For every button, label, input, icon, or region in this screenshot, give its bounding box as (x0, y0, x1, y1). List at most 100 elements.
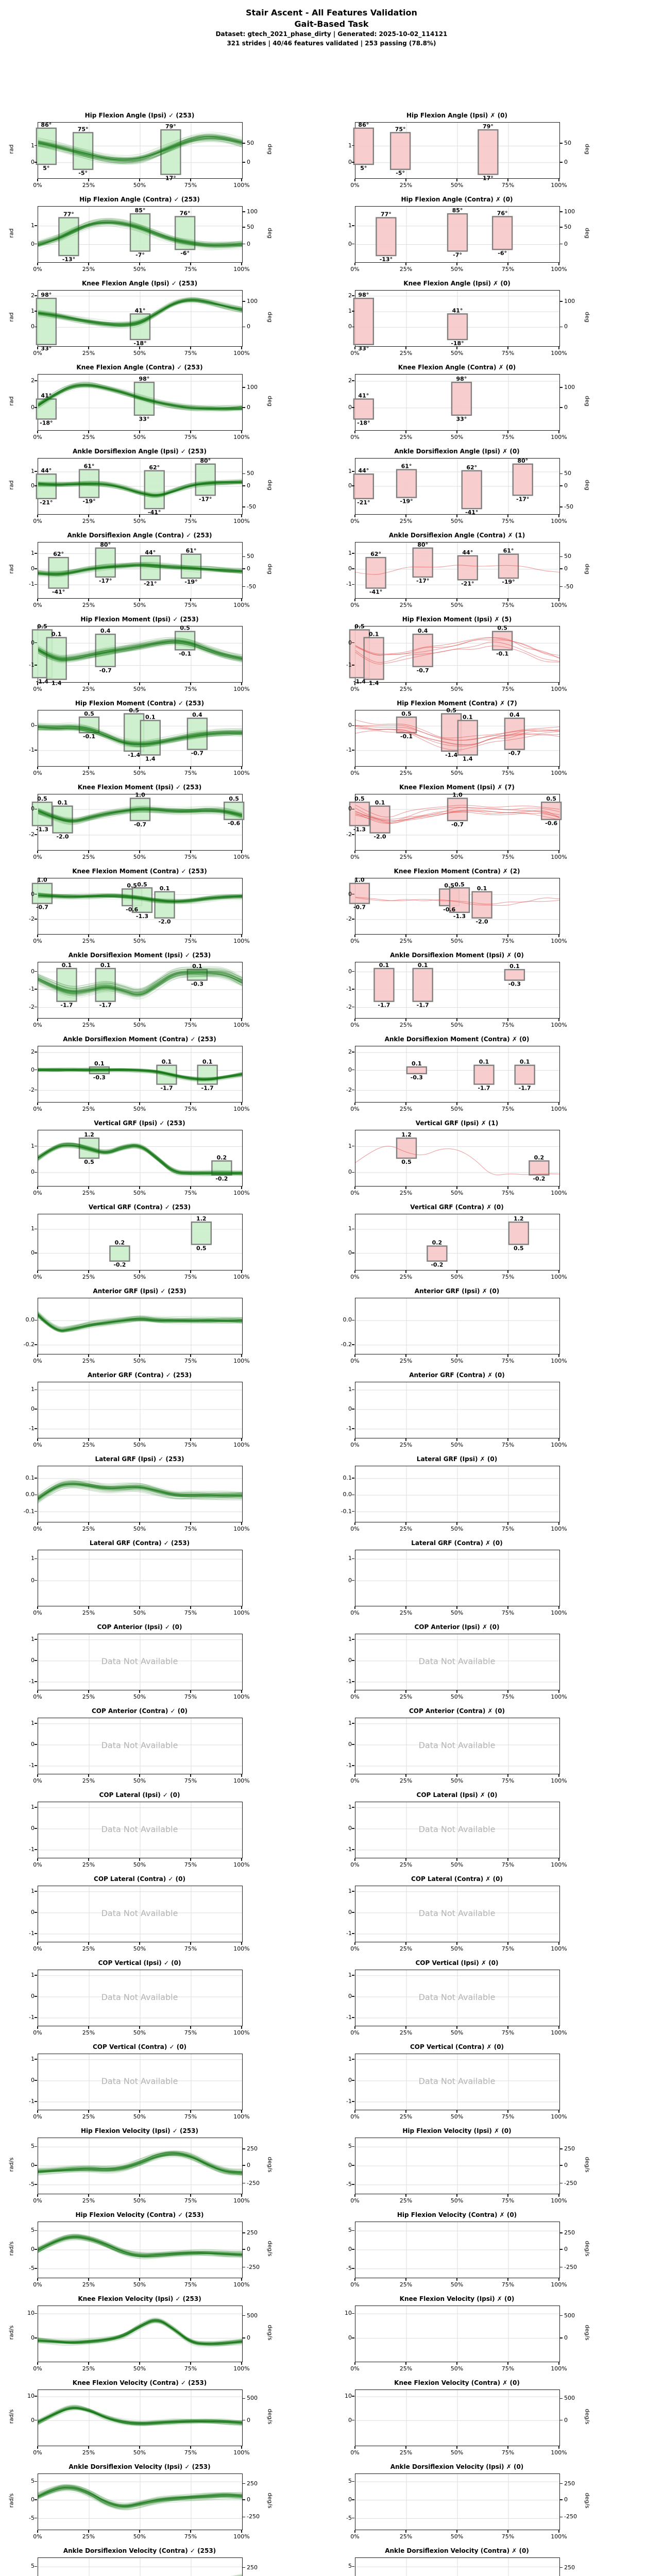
x-tick-mark (190, 1858, 191, 1861)
y-tick-mark (352, 809, 354, 810)
y-tick-mark (352, 1681, 354, 1682)
x-tick-mark (558, 263, 559, 265)
y-tick-label-right: 0 (247, 241, 269, 247)
x-tick-mark (139, 599, 140, 601)
svg-text:-0.7: -0.7 (191, 750, 203, 757)
y-tick-mark-right (560, 2337, 563, 2338)
y-tick-label: 5 (333, 2143, 352, 2149)
chart-cell-fail: Ankle Dorsiflexion Angle (Ipsi) ✗ (0) 44°… (331, 445, 663, 529)
plot-area (38, 1298, 243, 1354)
chart-cell-pass: Hip Flexion Moment (Contra) ✓ (253) 0.5 -0… (0, 697, 331, 781)
y-tick-mark (35, 1765, 37, 1766)
y-tick-mark-right (560, 227, 563, 228)
x-tick-mark (37, 263, 38, 265)
chart-title: Knee Flexion Angle (Ipsi) ✗ (0) (355, 280, 559, 287)
x-tick-mark (558, 1103, 559, 1105)
svg-text:0.1: 0.1 (369, 631, 379, 638)
x-tick-mark (507, 1942, 508, 1945)
plot-area (38, 2138, 243, 2194)
x-tick-mark (241, 263, 242, 265)
svg-text:-17°: -17° (516, 496, 529, 502)
report-header: Stair Ascent - All Features Validation G… (0, 0, 663, 48)
chart-cell-fail: COP Lateral (Contra) ✗ (0) Data Not Avail… (331, 1872, 663, 1956)
svg-text:1.2: 1.2 (84, 1131, 94, 1138)
x-tick-mark (405, 2110, 406, 2113)
chart-cell-pass: Ankle Dorsiflexion Angle (Contra) ✓ (253… (0, 529, 331, 613)
x-tick-mark (37, 2362, 38, 2365)
x-tick-mark (88, 1690, 89, 1693)
x-tick-mark (88, 683, 89, 685)
y-tick-label-right: 0 (564, 2334, 587, 2341)
x-tick-label: 75% (179, 350, 202, 357)
x-tick-label: 100% (230, 938, 253, 944)
x-tick-label: 50% (446, 1526, 468, 1532)
svg-text:77°: 77° (63, 211, 74, 218)
chart-row: Knee Flexion Moment (Ipsi) ✓ (253) 0.5 -1.… (0, 781, 663, 865)
x-tick-label: 50% (128, 1945, 151, 1952)
x-tick-mark (558, 1942, 559, 1945)
y-axis-unit-label-right: deg/s (267, 2408, 274, 2426)
svg-text:41°: 41° (41, 393, 52, 399)
x-tick-mark (507, 2530, 508, 2533)
y-tick-label: 10 (333, 2310, 352, 2316)
x-tick-mark (88, 1438, 89, 1441)
svg-text:-18°: -18° (451, 340, 464, 347)
x-tick-mark (190, 2446, 191, 2449)
y-tick-mark (352, 553, 354, 554)
y-tick-mark (35, 471, 37, 472)
y-tick-mark (35, 2059, 37, 2060)
x-tick-mark (456, 1354, 457, 1357)
x-tick-mark (354, 1438, 355, 1441)
x-tick-mark (558, 1270, 559, 1273)
x-tick-label: 0% (344, 1861, 366, 1868)
y-tick-label-right: 0 (247, 404, 269, 411)
x-tick-label: 0% (26, 1777, 49, 1784)
x-tick-label: 25% (77, 2533, 100, 2540)
x-tick-label: 25% (77, 1442, 100, 1448)
plot-area: 77° -13° 85° -7° 76° -6° (355, 206, 560, 263)
y-tick-mark-right (560, 2567, 563, 2568)
x-tick-mark (507, 2026, 508, 2029)
chart-title: Ankle Dorsiflexion Moment (Ipsi) ✗ (0) (355, 952, 559, 959)
plot-area (355, 1298, 560, 1354)
x-tick-mark (241, 1270, 242, 1273)
chart-cell-pass: Lateral GRF (Ipsi) ✓ (253) 0.1 0.0 -0.1 0% 25… (0, 1452, 331, 1536)
y-tick-mark (352, 162, 354, 163)
x-tick-label: 25% (77, 2281, 100, 2288)
y-tick-label: -5 (333, 2515, 352, 2521)
y-tick-label: 1 (333, 550, 352, 556)
x-tick-mark (507, 2362, 508, 2365)
x-tick-mark (405, 1270, 406, 1273)
chart-cell-fail: Hip Flexion Angle (Ipsi) ✗ (0) 86° 5° 75° -5… (331, 109, 663, 193)
x-tick-label: 100% (548, 602, 570, 608)
x-tick-label: 0% (344, 266, 366, 273)
svg-text:0.5: 0.5 (546, 795, 556, 802)
y-tick-mark (352, 2420, 354, 2421)
y-tick-mark (352, 471, 354, 472)
x-tick-mark (507, 1606, 508, 1609)
y-tick-mark (35, 2268, 37, 2269)
y-tick-label-right: 0 (247, 2334, 269, 2341)
x-tick-label: 50% (446, 1190, 468, 1196)
report-subtitle: Gait-Based Task (0, 19, 663, 30)
x-tick-label: 100% (230, 2197, 253, 2204)
x-tick-label: 25% (395, 2365, 417, 2372)
x-tick-label: 100% (548, 2113, 570, 2120)
chart-cell-pass: COP Lateral (Ipsi) ✓ (0) Data Not Availab… (0, 1788, 331, 1872)
x-tick-mark (558, 1438, 559, 1441)
svg-text:77°: 77° (381, 211, 392, 218)
chart-title: COP Vertical (Contra) ✓ (0) (38, 2043, 242, 2050)
svg-text:5°: 5° (43, 165, 49, 172)
x-tick-label: 75% (497, 2029, 519, 2036)
x-tick-mark (88, 1858, 89, 1861)
svg-text:-1.3: -1.3 (353, 826, 366, 833)
y-tick-mark-right (243, 2183, 245, 2184)
y-tick-mark-right (243, 556, 245, 557)
y-tick-label: 2 (333, 377, 352, 384)
pass-plot-canvas: 0.1-0.30.1-1.70.1-1.7 (38, 1046, 242, 1102)
x-tick-label: 50% (446, 350, 468, 357)
x-tick-label: 50% (446, 2449, 468, 2456)
chart-row: COP Anterior (Ipsi) ✓ (0) Data Not Availa… (0, 1620, 663, 1704)
x-tick-label: 75% (497, 770, 519, 776)
svg-text:44°: 44° (358, 467, 369, 474)
